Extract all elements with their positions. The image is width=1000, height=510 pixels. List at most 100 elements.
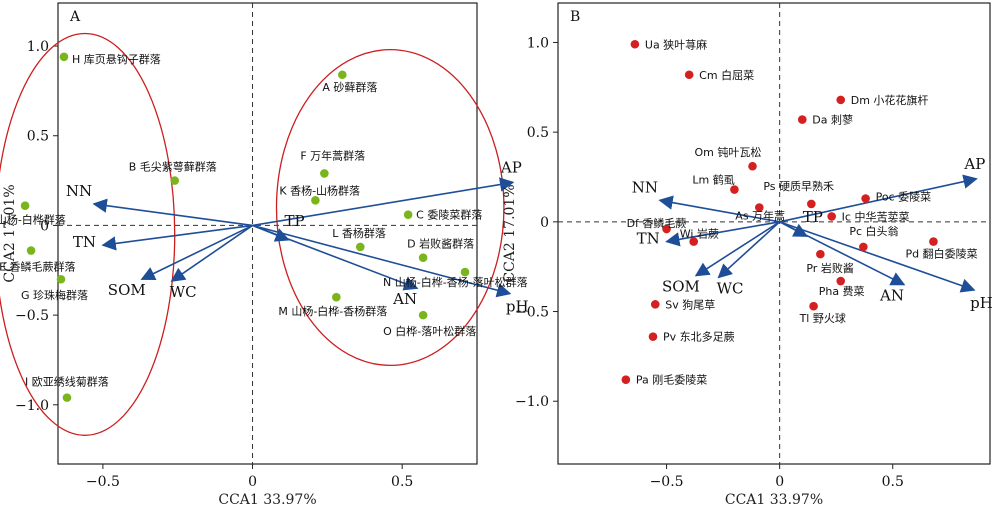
y-tick-label: −0.5 (15, 308, 49, 324)
env-arrow-label: NN (66, 182, 92, 200)
point-label: K 香杨-山杨群落 (279, 183, 360, 197)
y-tick-label: −0.5 (515, 305, 549, 321)
x-axis-label: CCA1 33.97% (218, 492, 316, 508)
y-tick-label: −1.0 (15, 398, 49, 414)
point-label: Df 香鳞毛蕨 (627, 216, 687, 230)
x-tick-label: 0 (248, 474, 257, 490)
scatter-point (807, 199, 816, 209)
scatter-point (621, 375, 631, 384)
scatter-point (170, 176, 180, 185)
env-arrow-nn (658, 195, 780, 223)
scatter-point (689, 237, 699, 246)
point-label: Ua 狭叶荨麻 (645, 37, 707, 51)
scatter-point (338, 70, 347, 80)
env-arrow-label: WC (717, 279, 744, 297)
plot-frame (57, 2, 478, 465)
scatter-point (730, 185, 739, 194)
scatter-point (320, 169, 329, 178)
env-arrow-label: TP (803, 208, 823, 226)
env-arrow-label: AP (963, 155, 985, 173)
scatter-point (861, 194, 870, 203)
point-label: Sv 狗尾草 (665, 298, 715, 311)
env-arrow-ap (779, 174, 978, 223)
env-arrow-label: AN (879, 287, 904, 305)
env-arrow-label: pH (970, 294, 993, 312)
scatter-point (859, 242, 868, 252)
y-axis-label: CCA2 17.01% (2, 184, 18, 282)
point-label: H 库页悬钩子群落 (72, 52, 161, 66)
scatter-point (650, 300, 660, 309)
y-tick-label: −1.0 (515, 394, 549, 410)
x-tick-label: −0.5 (86, 474, 120, 490)
env-arrow-wc (717, 221, 781, 279)
scatter-point (809, 301, 818, 311)
scatter-point (311, 196, 320, 205)
point-label: E 香鳞毛蕨群落 (0, 260, 76, 274)
point-label: G 珍珠梅群落 (21, 288, 88, 302)
point-label: Om 钝叶瓦松 (695, 145, 762, 159)
env-arrow-ap (252, 177, 515, 227)
point-label: D 岩败酱群落 (407, 237, 474, 251)
plot-frame (557, 2, 991, 465)
point-label: Dm 小花花旗杆 (851, 93, 929, 107)
env-arrow-label: AP (500, 158, 522, 176)
point-label: Ps 硬质早熟禾 (763, 179, 834, 193)
point-label: J 山杨-白桦群落 (0, 213, 66, 227)
env-arrow-label: TN (73, 233, 96, 251)
x-tick-label: 0 (775, 474, 784, 490)
y-tick-label: 0 (540, 215, 549, 231)
env-arrow-an (252, 224, 419, 291)
scatter-point (59, 52, 69, 62)
cca-panel-b: −0.5 0 0.5 −1.0 −0.5 0 0.5 1.0 CCA1 33.97% CCA2 1… (502, 2, 993, 508)
panel-letter: B (570, 9, 580, 25)
point-label: Pc 白头翁 (849, 224, 898, 238)
point-label: Da 刺蓼 (812, 114, 853, 127)
y-axis-label: CCA2 17.01% (502, 184, 518, 282)
point-label: Ic 中华苦荬菜 (842, 209, 910, 223)
point-label: Poc 委陵菜 (876, 191, 932, 204)
scatter-point (648, 332, 658, 341)
env-arrow-label: AN (392, 290, 417, 308)
scatter-point (797, 115, 807, 124)
scatter-point (684, 70, 694, 80)
panel-letter: A (69, 9, 81, 25)
env-arrow-ph (252, 224, 512, 298)
env-arrow-som (694, 221, 781, 277)
group-ellipse-1 (0, 32, 176, 436)
x-tick-label: −0.5 (650, 474, 684, 490)
scatter-point (62, 393, 72, 402)
scatter-point (827, 212, 836, 221)
scatter-point (754, 203, 764, 212)
scatter-point (836, 95, 846, 105)
x-axis-label: CCA1 33.97% (725, 492, 823, 508)
point-label: F 万年蒿群落 (300, 148, 365, 162)
group-ellipse-2 (275, 48, 505, 366)
point-label: Lm 鹤虱 (692, 173, 734, 187)
scatter-point (26, 246, 36, 255)
point-label: C 委陵菜群落 (416, 208, 482, 222)
point-label: Pv 东北多足蕨 (663, 330, 735, 344)
scatter-point (630, 39, 640, 49)
scatter-point (748, 161, 757, 171)
y-tick-label: 0 (40, 218, 49, 234)
scatter-point (418, 253, 428, 263)
scatter-point (836, 276, 846, 286)
scatter-point (816, 249, 825, 259)
point-label: N 山杨-白桦-香杨-落叶松群落 (383, 275, 528, 289)
point-label: A 砂藓群落 (322, 80, 377, 94)
env-arrow-label: pH (506, 298, 529, 316)
point-label: B 毛尖紫萼藓群落 (129, 160, 217, 174)
scatter-point (929, 237, 938, 246)
x-tick-label: 0.5 (391, 474, 413, 490)
point-label: Pr 岩败酱 (806, 261, 853, 275)
scatter-point (460, 267, 470, 277)
env-arrow-an (779, 221, 906, 286)
y-tick-label: 1.0 (527, 35, 549, 51)
point-label: M 山杨-白桦-香杨群落 (278, 304, 387, 318)
env-arrow-wc (170, 224, 253, 282)
env-arrow-label: TN (637, 230, 660, 248)
point-label: I 欧亚绣线菊群落 (25, 375, 109, 389)
env-arrow-nn (92, 198, 253, 227)
env-arrow-label: TP (284, 212, 304, 230)
